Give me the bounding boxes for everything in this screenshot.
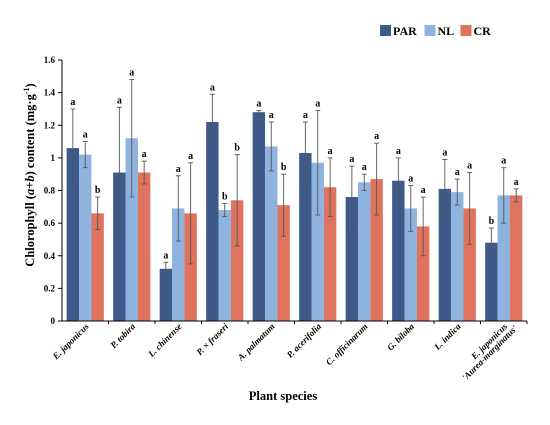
bar-par bbox=[66, 148, 80, 321]
bar-par bbox=[113, 172, 126, 321]
bar-cr bbox=[463, 208, 476, 321]
error-bars-layer bbox=[70, 79, 519, 276]
bar-par bbox=[159, 268, 173, 321]
x-category-label: A. palmatum bbox=[235, 321, 277, 363]
significance-label: a bbox=[514, 177, 519, 188]
significance-label: a bbox=[117, 95, 122, 106]
bar-par bbox=[252, 112, 266, 321]
significance-label: a bbox=[396, 146, 401, 157]
bar-nl bbox=[125, 138, 138, 321]
y-axis-title: Chlorophyll (a+b) content (mg·g-1) bbox=[22, 83, 37, 266]
significance-label: a bbox=[408, 174, 413, 185]
bar-nl bbox=[265, 146, 278, 321]
axes-layer bbox=[58, 59, 528, 324]
y-tick-label: 0.4 bbox=[44, 251, 56, 261]
significance-label: b bbox=[222, 192, 228, 203]
x-category-label: P. × fraseri bbox=[194, 321, 230, 357]
legend-swatch-par bbox=[380, 25, 391, 36]
x-category-label: P. acerifolia bbox=[285, 321, 324, 360]
bar-cr bbox=[91, 213, 104, 321]
y-tick-label: 1.6 bbox=[44, 55, 56, 65]
significance-label: a bbox=[188, 151, 193, 162]
x-category-label: C. officinarum bbox=[324, 321, 370, 367]
bar-nl bbox=[311, 162, 324, 321]
bar-par bbox=[345, 197, 359, 321]
x-axis-title: Plant species bbox=[249, 389, 318, 403]
significance-label: b bbox=[489, 216, 495, 227]
bar-cr bbox=[416, 226, 430, 321]
x-category-label: 'Aurea-marginatus' bbox=[460, 323, 519, 382]
significance-label: a bbox=[210, 82, 215, 93]
legend-label-nl: NL bbox=[438, 24, 455, 38]
x-category-label: G. biloba bbox=[385, 321, 416, 352]
significance-label: a bbox=[256, 99, 261, 110]
significance-label: b bbox=[234, 143, 240, 154]
bar-par bbox=[392, 180, 405, 321]
significance-label: a bbox=[349, 154, 354, 165]
bar-nl bbox=[451, 192, 464, 321]
significance-label: a bbox=[269, 110, 274, 121]
bar-par bbox=[299, 152, 312, 321]
bar-cr bbox=[509, 195, 523, 321]
significance-label: a bbox=[374, 131, 379, 142]
bars-layer bbox=[66, 112, 523, 321]
y-tick-label: 0 bbox=[51, 316, 56, 326]
bar-nl bbox=[404, 208, 417, 321]
significance-label: a bbox=[142, 149, 147, 160]
bar-cr bbox=[370, 179, 383, 321]
significance-label: a bbox=[176, 164, 181, 175]
bar-cr bbox=[230, 200, 244, 321]
significance-label: b bbox=[281, 162, 287, 173]
legend-swatch-nl bbox=[424, 25, 436, 36]
bar-nl bbox=[497, 195, 510, 321]
significance-label: a bbox=[501, 156, 506, 167]
legend: PAR NL CR bbox=[380, 24, 491, 38]
x-category-label: E. japonicus bbox=[50, 321, 91, 362]
significance-label: a bbox=[362, 162, 367, 173]
significance-label: a bbox=[70, 97, 75, 108]
x-category-labels: E. japonicus P. tobira L. chinense P. × fra… bbox=[50, 321, 520, 382]
legend-label-par: PAR bbox=[393, 24, 417, 38]
significance-label: a bbox=[83, 130, 88, 141]
significance-label: a bbox=[315, 99, 320, 110]
significance-label: a bbox=[467, 161, 472, 172]
bar-nl bbox=[172, 208, 185, 321]
bar-par bbox=[485, 242, 498, 321]
significance-label: a bbox=[129, 68, 134, 79]
x-category-label: L. chinense bbox=[145, 321, 183, 359]
bar-cr bbox=[137, 172, 151, 321]
y-tick-label: 1.2 bbox=[44, 120, 56, 130]
y-tick-label: 1.4 bbox=[44, 88, 56, 98]
bar-cr bbox=[184, 213, 197, 321]
x-category-label: P. tobira bbox=[108, 321, 137, 350]
legend-label-cr: CR bbox=[474, 24, 492, 38]
y-tick-label: 0.2 bbox=[44, 283, 56, 293]
bar-par bbox=[206, 121, 219, 321]
significance-label: b bbox=[95, 185, 101, 196]
bar-nl bbox=[218, 210, 231, 321]
bar-nl bbox=[79, 154, 92, 321]
significance-label: a bbox=[328, 146, 333, 157]
legend-swatch-cr bbox=[460, 25, 472, 36]
bar-nl bbox=[358, 182, 371, 321]
y-tick-labels: 0 0.2 0.4 0.6 0.8 1 1.2 1.4 1.6 bbox=[44, 55, 56, 326]
y-tick-label: 0.6 bbox=[44, 218, 56, 228]
significance-label: a bbox=[442, 148, 447, 159]
bar-par bbox=[438, 188, 452, 321]
significance-label: a bbox=[303, 110, 308, 121]
significance-label: a bbox=[163, 250, 168, 261]
significance-label: a bbox=[421, 185, 426, 196]
y-tick-label: 1 bbox=[51, 153, 56, 163]
y-tick-label: 0.8 bbox=[44, 186, 56, 196]
bar-cr bbox=[277, 205, 290, 321]
significance-label: a bbox=[455, 167, 460, 178]
bar-cr bbox=[323, 187, 337, 321]
x-category-label: L. indica bbox=[432, 321, 463, 352]
